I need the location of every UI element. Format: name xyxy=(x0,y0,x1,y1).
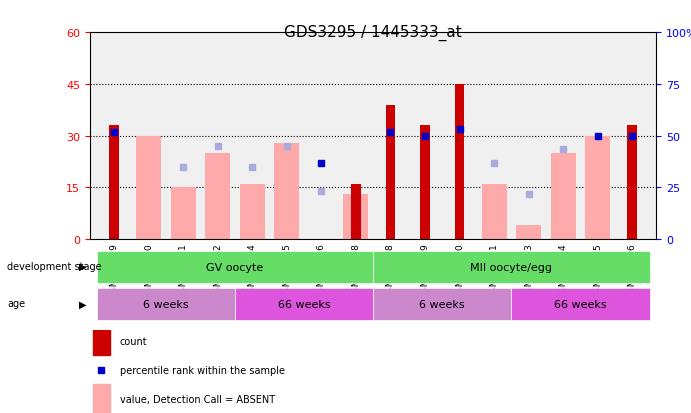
Bar xyxy=(171,188,196,240)
Bar xyxy=(551,154,576,240)
Bar xyxy=(109,126,119,240)
Text: age: age xyxy=(7,299,25,309)
Text: 66 weeks: 66 weeks xyxy=(278,299,330,310)
Text: ▶: ▶ xyxy=(79,299,87,309)
Text: value, Detection Call = ABSENT: value, Detection Call = ABSENT xyxy=(120,394,275,404)
Bar xyxy=(386,105,395,240)
Bar xyxy=(136,136,161,240)
Bar xyxy=(205,154,230,240)
Bar xyxy=(93,384,110,413)
Bar xyxy=(420,126,430,240)
FancyBboxPatch shape xyxy=(373,252,650,283)
Bar xyxy=(455,85,464,240)
Text: ▶: ▶ xyxy=(79,261,87,271)
Text: 6 weeks: 6 weeks xyxy=(419,299,465,310)
FancyBboxPatch shape xyxy=(235,289,373,320)
FancyBboxPatch shape xyxy=(511,289,650,320)
Bar xyxy=(516,226,541,240)
Bar xyxy=(482,185,507,240)
Bar xyxy=(585,136,610,240)
Text: MII oocyte/egg: MII oocyte/egg xyxy=(471,262,552,273)
Bar xyxy=(274,143,299,240)
Bar xyxy=(351,185,361,240)
FancyBboxPatch shape xyxy=(373,289,511,320)
Bar xyxy=(627,126,637,240)
Bar xyxy=(240,185,265,240)
FancyBboxPatch shape xyxy=(97,252,373,283)
Text: development stage: development stage xyxy=(7,261,102,271)
Text: 6 weeks: 6 weeks xyxy=(143,299,189,310)
Text: GDS3295 / 1445333_at: GDS3295 / 1445333_at xyxy=(284,25,462,41)
Text: percentile rank within the sample: percentile rank within the sample xyxy=(120,365,285,375)
Bar xyxy=(93,326,110,355)
Text: 66 weeks: 66 weeks xyxy=(554,299,607,310)
Bar xyxy=(343,195,368,240)
FancyBboxPatch shape xyxy=(97,289,235,320)
Text: count: count xyxy=(120,336,148,346)
Text: GV oocyte: GV oocyte xyxy=(207,262,263,273)
